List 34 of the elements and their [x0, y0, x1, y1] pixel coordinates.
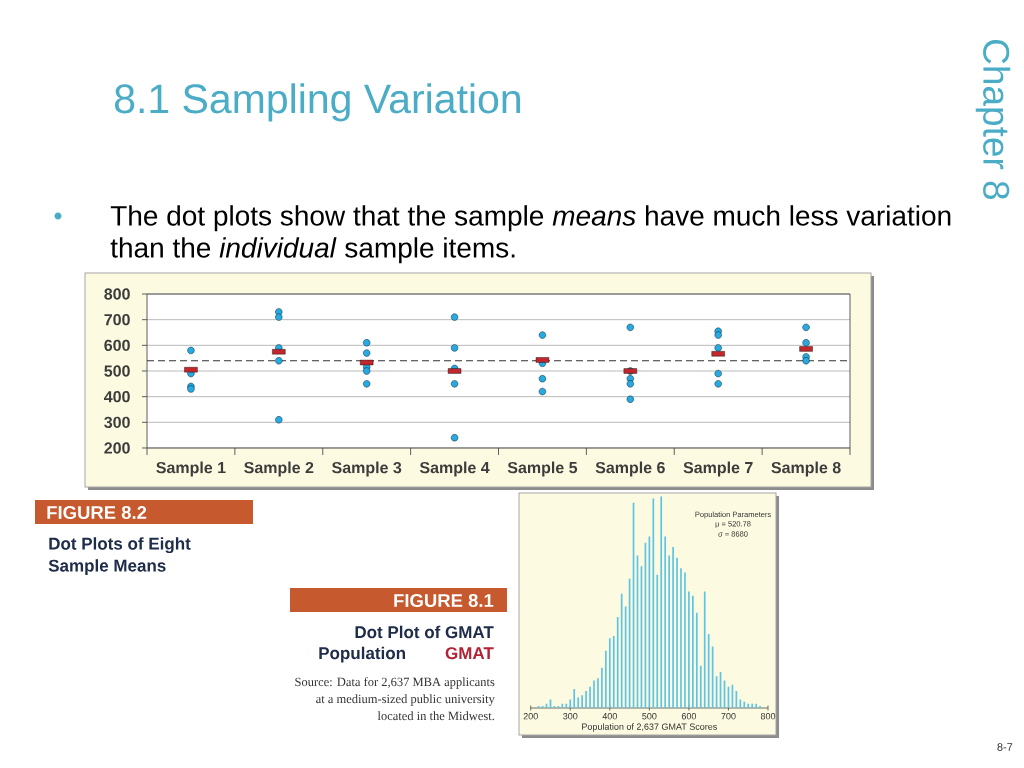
y-tick-label: 700	[104, 314, 130, 326]
x-tick-label: 400	[602, 713, 617, 720]
text: 8-7	[997, 743, 1013, 751]
x-tick-label: Sample 1	[156, 461, 226, 477]
y-tick-label: 800	[104, 288, 130, 300]
x-tick-label: 700	[721, 713, 736, 720]
x-tick-label: Sample 3	[332, 461, 402, 477]
x-tick-label: 600	[681, 713, 697, 720]
x-tick-label: Sample 2	[244, 461, 314, 477]
x-tick-label: Sample 5	[507, 461, 578, 477]
y-tick-label: 200	[104, 442, 130, 454]
x-tick-label: 800	[760, 713, 776, 720]
y-tick-label: 600	[104, 339, 130, 351]
x-axis-title: Population of 2,637 GMAT Scores	[582, 723, 717, 732]
y-tick-label: 300	[104, 416, 130, 428]
text: GMAT	[445, 647, 494, 660]
x-tick-label: 300	[563, 713, 578, 720]
y-tick-label: 500	[104, 365, 130, 377]
text: Dot Plot of GMAT	[355, 625, 494, 639]
x-tick-label: 500	[642, 713, 657, 720]
caption: FIGURE 8.1	[394, 593, 494, 608]
text: Dot Plots of Eight Sample Means	[48, 537, 191, 576]
text: The dot plots show that the sample means have much less variation than the individual sample items.	[110, 205, 951, 264]
source-note: Source: Data for 2,637 MBA applicants at a medium-sized public university located in the Midwest.	[295, 677, 495, 721]
y-tick-label: 400	[104, 391, 130, 403]
text: Population	[319, 646, 405, 663]
x-tick-label: Sample 4	[419, 461, 490, 477]
x-tick-label: Sample 8	[771, 461, 841, 477]
caption: FIGURE 8.2	[47, 505, 147, 520]
x-tick-label: Sample 6	[595, 461, 665, 477]
x-tick-label: 200	[523, 713, 538, 720]
x-tick-label: Sample 7	[683, 461, 753, 477]
text: Chapter 8	[975, 40, 1011, 200]
chart-title: 8.1 Sampling Variation	[114, 83, 520, 122]
